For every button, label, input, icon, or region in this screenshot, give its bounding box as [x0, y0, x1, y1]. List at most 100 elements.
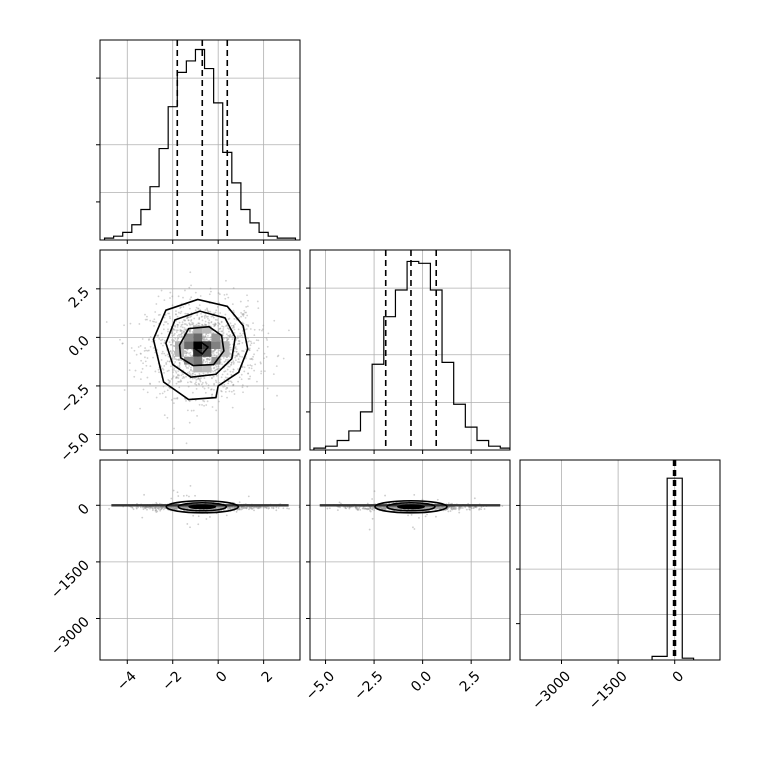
scatter-point [166, 353, 169, 356]
scatter-point [176, 397, 179, 400]
scatter-point [256, 300, 259, 303]
scatter-point [151, 509, 154, 512]
scatter-point [371, 498, 374, 500]
y-tick-label: −2.5 [57, 381, 92, 416]
scatter-point [239, 332, 242, 335]
scatter-point [175, 376, 178, 378]
scatter-point [194, 399, 197, 402]
scatter-point [234, 346, 237, 349]
contour-line [178, 325, 225, 367]
scatter-point [228, 317, 231, 320]
scatter-point [189, 328, 191, 331]
scatter-point [152, 347, 155, 349]
scatter-point [184, 507, 186, 510]
scatter-point [198, 317, 201, 320]
histogram-step [651, 477, 695, 660]
scatter-point [270, 506, 273, 509]
scatter-point [149, 383, 152, 385]
scatter-point [169, 380, 171, 383]
scatter-point [164, 314, 167, 316]
scatter-point [159, 509, 162, 512]
scatter-point [176, 323, 179, 326]
scatter-point [255, 339, 258, 342]
scatter-point [247, 372, 250, 375]
scatter-point [163, 414, 166, 417]
scatter-point [182, 375, 185, 378]
scatter-point [436, 507, 439, 510]
scatter-point [230, 373, 233, 376]
scatter-point [438, 507, 440, 510]
scatter-point [227, 318, 230, 321]
contour-line [386, 501, 436, 512]
scatter-point [179, 307, 182, 310]
scatter-point [229, 335, 232, 338]
scatter-point [206, 308, 209, 311]
scatter-point [207, 315, 209, 318]
scatter-point [211, 393, 213, 396]
scatter-point [173, 334, 175, 337]
scatter-point [227, 382, 230, 385]
scatter-point [170, 352, 173, 354]
scatter-point [266, 387, 269, 390]
panel-2d-1-3 [100, 460, 300, 660]
density-cell [193, 356, 203, 365]
scatter-point [184, 312, 187, 315]
scatter-point [186, 348, 189, 351]
scatter-point [241, 350, 244, 352]
scatter-point [205, 333, 207, 336]
scatter-point [228, 328, 231, 331]
scatter-point [212, 367, 215, 370]
scatter-point [231, 303, 234, 305]
scatter-point [207, 371, 209, 374]
x-tick-label: −3000 [529, 668, 574, 713]
scatter-point [129, 322, 132, 325]
scatter-point [192, 372, 194, 375]
scatter-point [173, 367, 176, 370]
scatter-point [210, 388, 213, 391]
scatter-point [137, 506, 139, 509]
scatter-point [205, 324, 208, 326]
scatter-point [272, 373, 275, 376]
scatter-point [204, 361, 207, 363]
scatter-point [225, 325, 227, 328]
scatter-point [171, 331, 173, 334]
scatter-point [178, 335, 181, 338]
scatter-point [169, 350, 172, 353]
scatter-point [227, 380, 230, 383]
scatter-point [201, 319, 204, 322]
scatter-point [191, 323, 194, 326]
scatter-point [251, 358, 254, 361]
scatter-point [206, 339, 209, 342]
scatter-point [175, 310, 177, 312]
scatter-point [240, 508, 242, 511]
scatter-point [358, 506, 361, 509]
scatter-point [209, 287, 212, 290]
scatter-point [189, 369, 192, 372]
scatter-point [469, 508, 471, 511]
scatter-point [227, 334, 230, 337]
scatter-point [202, 338, 205, 341]
scatter-point [200, 377, 202, 379]
density-cell [202, 349, 212, 357]
scatter-point [257, 339, 260, 342]
scatter-point [151, 320, 154, 323]
scatter-point [474, 506, 477, 508]
scatter-point [241, 313, 244, 316]
scatter-point [229, 333, 232, 336]
scatter-point [213, 325, 216, 328]
scatter-point [215, 381, 218, 384]
scatter-point [189, 324, 192, 326]
scatter-point [226, 339, 229, 341]
scatter-point [458, 508, 460, 511]
scatter-point [180, 329, 183, 332]
scatter-point [214, 324, 216, 327]
density-cell [202, 341, 212, 350]
scatter-point [232, 384, 234, 387]
x-tick-label: 0 [213, 668, 231, 686]
scatter-point [217, 324, 220, 327]
scatter-point [219, 327, 222, 330]
scatter-point [186, 317, 189, 320]
density-cell [193, 349, 203, 357]
scatter-point [199, 379, 201, 382]
scatter-point [368, 528, 371, 531]
